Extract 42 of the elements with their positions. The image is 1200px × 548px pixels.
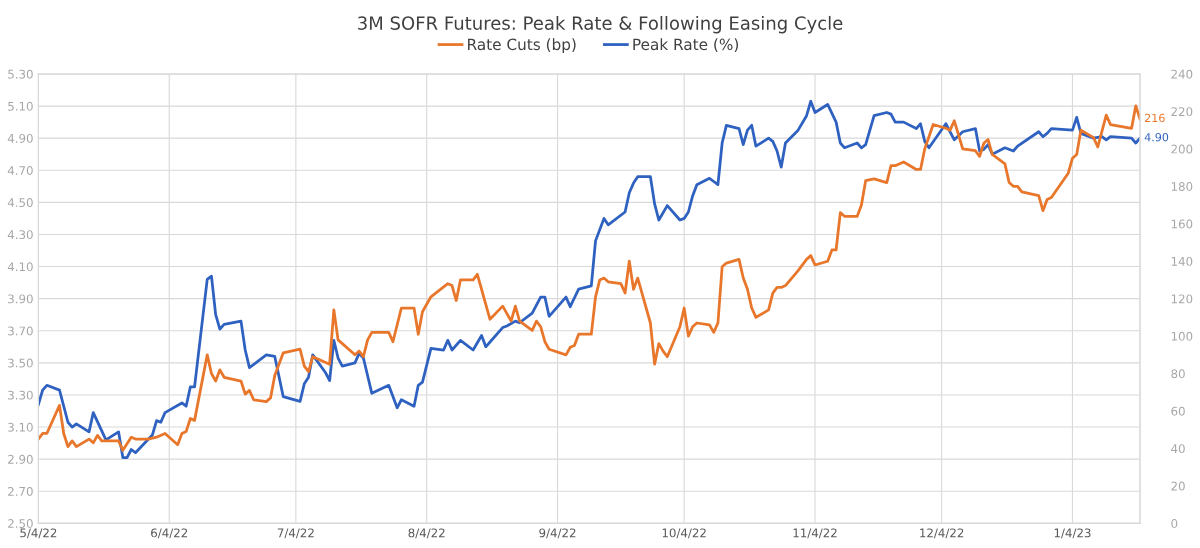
chart-title: 3M SOFR Futures: Peak Rate & Following Easing Cycle — [358, 15, 843, 34]
y2-tick-label: 20 — [1171, 481, 1185, 491]
x-tick-label: 9/4/22 — [539, 528, 576, 539]
data-label: 216 — [1144, 113, 1165, 123]
x-tick-label: 5/4/22 — [20, 528, 57, 539]
y-tick-label: 3.50 — [8, 358, 33, 368]
y2-tick-label: 80 — [1171, 369, 1185, 379]
y2-tick-label: 220 — [1171, 107, 1193, 117]
y2-tick-label: 100 — [1171, 331, 1193, 341]
x-tick-label: 12/4/22 — [920, 528, 964, 539]
y-tick-label: 3.70 — [8, 326, 33, 336]
y-tick-label: 5.10 — [8, 101, 33, 111]
y-tick-label: 2.70 — [8, 486, 33, 496]
y2-tick-label: 180 — [1171, 182, 1193, 191]
y-tick-label: 4.10 — [7, 262, 33, 272]
y-tick-label: 4.90 — [7, 133, 33, 143]
y-tick-label: 3.30 — [8, 390, 33, 400]
y2-tick-label: 40 — [1171, 444, 1185, 454]
x-tick-label: 6/4/22 — [151, 528, 188, 539]
y-tick-label: 2.50 — [8, 519, 33, 528]
y-tick-label: 5.30 — [8, 69, 33, 79]
data-label: 4.90 — [1144, 132, 1169, 142]
y-tick-label: 4.50 — [7, 198, 33, 208]
y2-tick-label: 140 — [1171, 256, 1193, 266]
x-tick-label: 11/4/22 — [793, 528, 837, 539]
x-tick-label: 8/4/22 — [408, 528, 445, 539]
y-tick-label: 4.70 — [7, 165, 33, 175]
legend-label: Peak Rate (%) — [633, 38, 739, 52]
y-tick-label: 3.10 — [8, 422, 33, 432]
y2-tick-label: 200 — [1171, 144, 1193, 154]
y-tick-label: 3.90 — [8, 294, 33, 304]
y2-tick-label: 240 — [1171, 69, 1193, 79]
y2-tick-label: 160 — [1171, 219, 1193, 229]
y-tick-label: 4.30 — [7, 230, 33, 240]
y2-tick-label: 0 — [1171, 519, 1178, 528]
legend-label: Rate Cuts (bp) — [468, 38, 576, 54]
x-tick-label: 1/4/23 — [1054, 528, 1091, 539]
y2-tick-label: 60 — [1171, 406, 1185, 416]
y2-tick-label: 120 — [1171, 294, 1193, 304]
x-tick-label: 7/4/22 — [277, 528, 314, 539]
x-tick-label: 10/4/22 — [662, 528, 706, 539]
y-tick-label: 2.90 — [8, 454, 33, 464]
